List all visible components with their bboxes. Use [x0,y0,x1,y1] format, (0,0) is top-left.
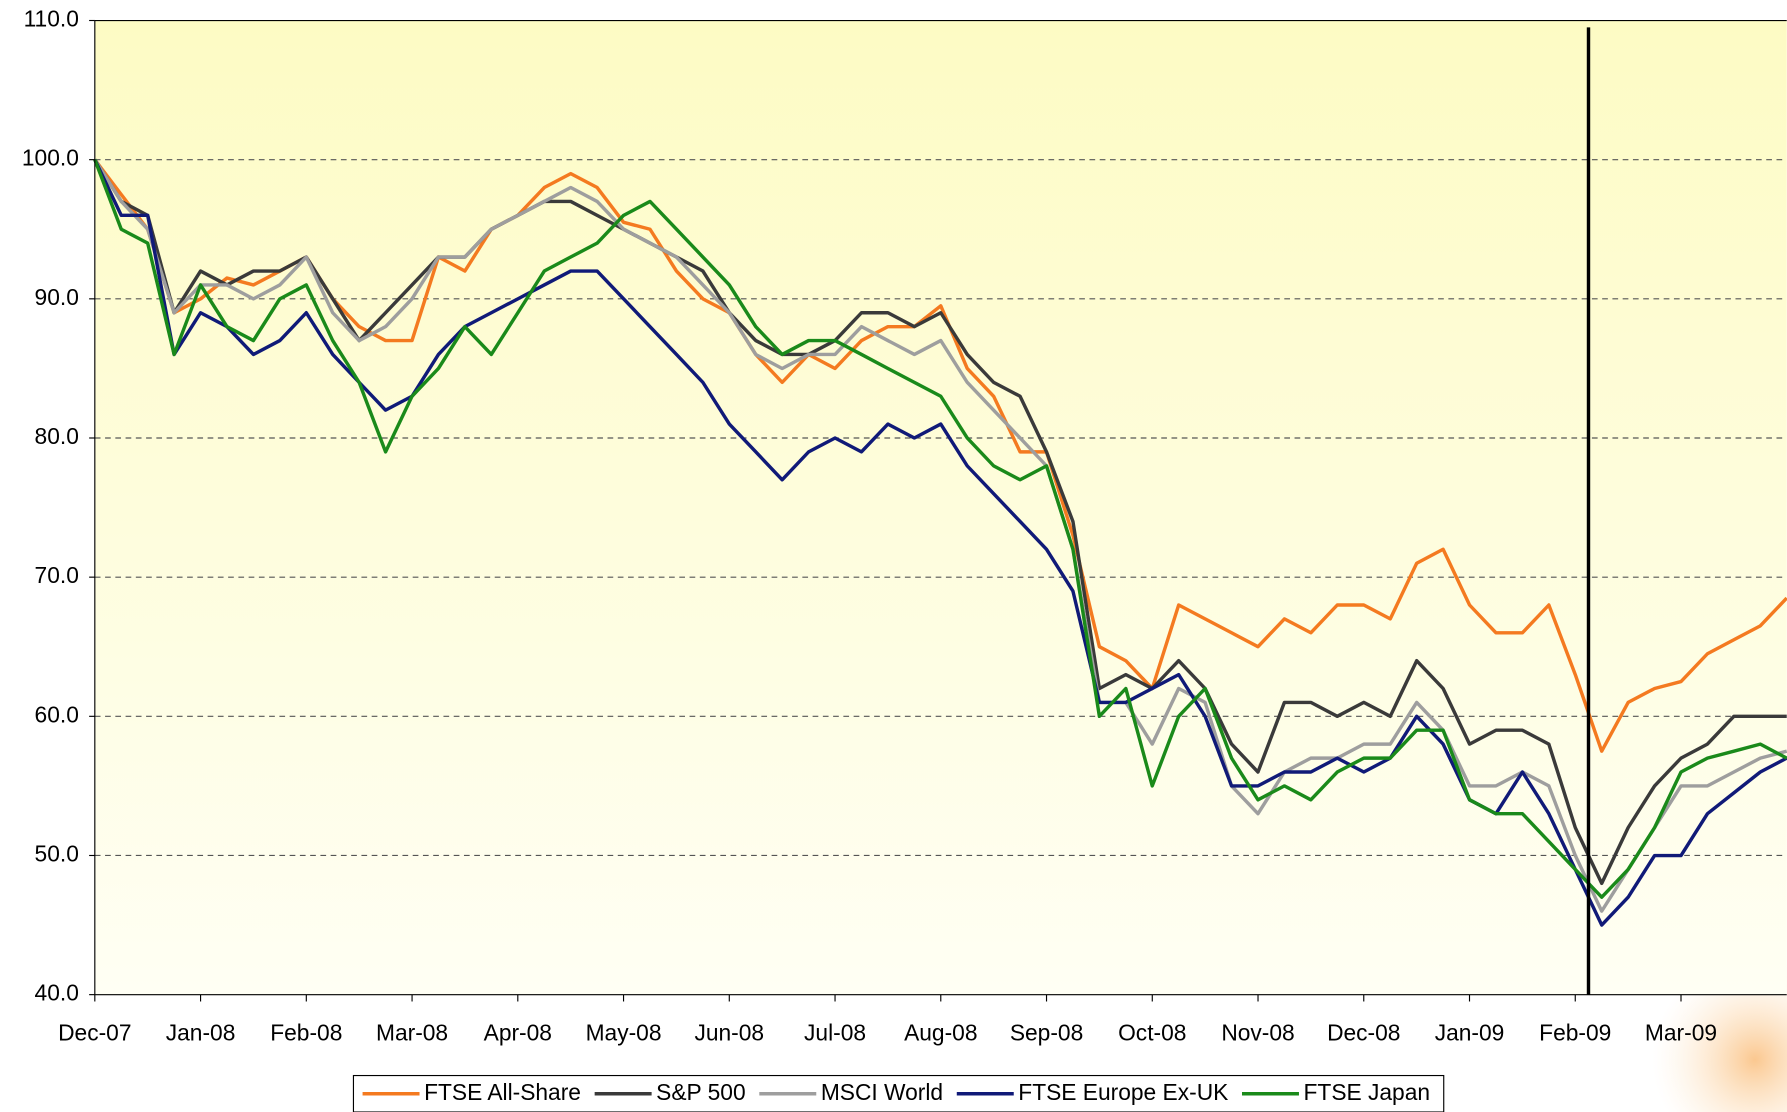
y-tick-label: 60.0 [35,701,79,727]
x-tick-label: Apr-08 [484,1020,552,1046]
y-tick-label: 90.0 [35,284,79,310]
series-line [93,158,1787,913]
y-tick-label: 40.0 [35,980,79,1006]
plot-area [94,20,1787,995]
x-tick-label: Jul-08 [804,1020,866,1046]
series-line [93,158,1787,886]
series-line [93,158,1787,753]
x-tick-label: Sep-08 [1010,1020,1083,1046]
legend-label: FTSE All-Share [424,1079,581,1105]
y-tick-label: 50.0 [35,841,79,867]
x-tick-label: Dec-08 [1327,1020,1400,1046]
x-tick-label: Mar-08 [376,1020,448,1046]
x-tick-label: Feb-09 [1539,1020,1611,1046]
legend-label: FTSE Japan [1304,1079,1431,1105]
x-tick-label: Aug-08 [904,1020,977,1046]
x-tick-label: Jun-08 [694,1020,764,1046]
y-tick-label: 80.0 [35,423,79,449]
x-tick-label: Oct-08 [1118,1020,1186,1046]
x-tick-label: Mar-09 [1645,1020,1717,1046]
decoration [1652,957,1787,1112]
legend-label: FTSE Europe Ex-UK [1018,1079,1228,1105]
series-line [93,158,1787,927]
y-tick-label: 110.0 [24,6,79,32]
x-tick-label: Jan-09 [1435,1020,1505,1046]
x-tick-label: May-08 [586,1020,662,1046]
legend-label: S&P 500 [656,1079,745,1105]
legend-label: MSCI World [821,1079,943,1105]
x-tick-label: Feb-08 [270,1020,342,1046]
y-tick-label: 70.0 [35,562,79,588]
y-tick-label: 100.0 [22,145,79,171]
x-tick-label: Dec-07 [58,1020,131,1046]
series-line [93,159,1787,899]
x-tick-label: Jan-08 [166,1020,236,1046]
x-tick-label: Nov-08 [1221,1020,1294,1046]
